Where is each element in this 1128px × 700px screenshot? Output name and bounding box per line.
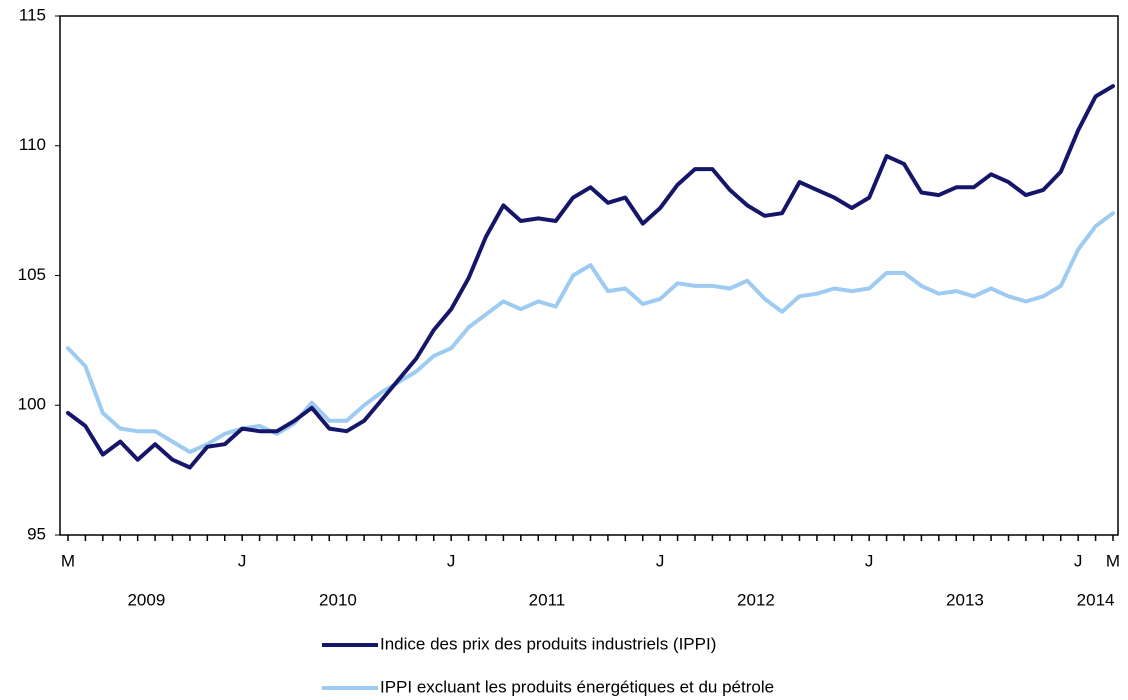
year-label: 2013 (946, 590, 984, 609)
y-tick-label: 95 (27, 524, 46, 543)
y-tick-label: 100 (18, 395, 46, 414)
year-label: 2014 (1077, 590, 1115, 609)
year-label: 2009 (127, 590, 165, 609)
series-line (66, 211, 1115, 454)
y-tick-label: 110 (19, 135, 46, 154)
x-tick-label: J (656, 551, 665, 570)
year-label: 2012 (737, 590, 775, 609)
x-tick-label: J (447, 551, 456, 570)
legend-label: IPPI excluant les produits énergétiques … (380, 677, 774, 696)
x-tick-label: M (61, 551, 75, 570)
x-tick-label: J (238, 551, 247, 570)
x-tick-label: M (1106, 551, 1120, 570)
y-tick-label: 105 (18, 265, 46, 284)
y-tick-label: 115 (19, 5, 46, 24)
series-line (66, 84, 1115, 470)
x-tick-label: J (1074, 551, 1083, 570)
year-label: 2011 (529, 590, 566, 609)
legend-label: Indice des prix des produits industriels… (380, 634, 716, 653)
year-label: 2010 (319, 590, 357, 609)
x-tick-label: J (865, 551, 874, 570)
plot-frame (59, 15, 1119, 536)
